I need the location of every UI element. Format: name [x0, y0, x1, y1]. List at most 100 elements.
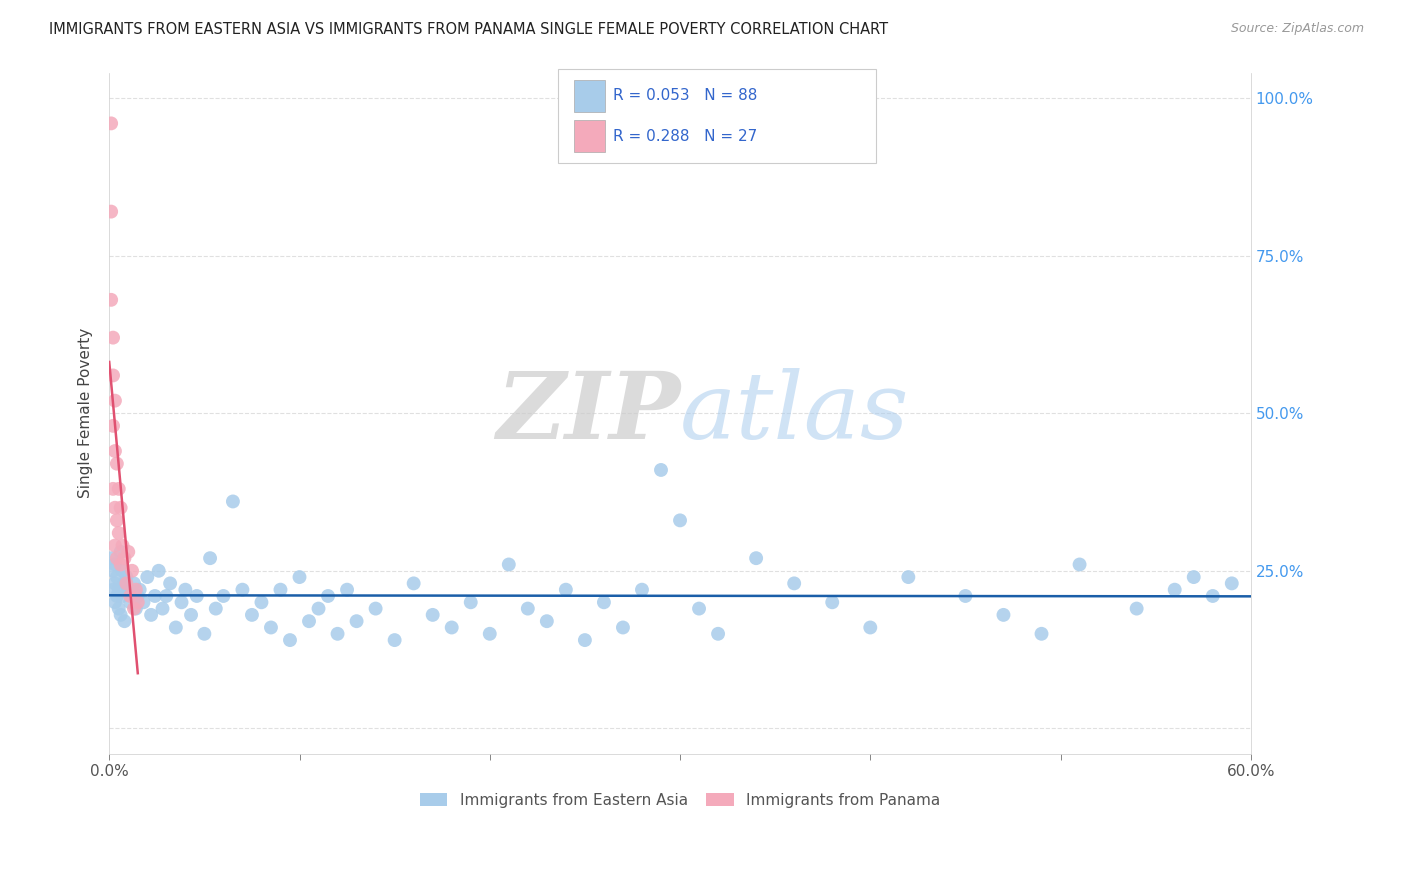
Point	[707, 627, 730, 641]
Point	[440, 620, 463, 634]
Point	[111, 564, 134, 578]
Point	[384, 633, 406, 648]
Point	[402, 576, 425, 591]
Point	[260, 620, 283, 634]
Text: ZIP: ZIP	[496, 368, 681, 458]
Point	[316, 589, 339, 603]
Legend: Immigrants from Eastern Asia, Immigrants from Panama: Immigrants from Eastern Asia, Immigrants…	[413, 787, 946, 814]
Point	[114, 614, 136, 628]
Point	[346, 614, 368, 628]
Point	[170, 595, 193, 609]
Point	[859, 620, 882, 634]
Point	[121, 564, 143, 578]
Point	[1125, 601, 1147, 615]
Point	[143, 589, 166, 603]
Point	[536, 614, 558, 628]
Point	[105, 551, 128, 566]
Point	[122, 576, 145, 591]
Point	[110, 500, 132, 515]
Point	[104, 558, 127, 572]
Point	[100, 293, 122, 307]
Text: R = 0.288   N = 27: R = 0.288 N = 27	[613, 128, 758, 144]
Point	[631, 582, 654, 597]
Point	[1163, 582, 1185, 597]
Point	[1182, 570, 1205, 584]
Point	[117, 582, 139, 597]
Point	[269, 582, 291, 597]
Point	[821, 595, 844, 609]
Point	[127, 595, 149, 609]
Point	[1031, 627, 1053, 641]
Point	[136, 570, 159, 584]
Point	[955, 589, 977, 603]
Point	[148, 564, 170, 578]
Point	[240, 607, 263, 622]
Point	[460, 595, 482, 609]
Point	[669, 513, 692, 527]
Point	[308, 601, 330, 615]
Point	[250, 595, 273, 609]
Point	[120, 589, 142, 603]
Point	[101, 418, 124, 433]
Point	[100, 116, 122, 130]
Point	[204, 601, 226, 615]
Point	[478, 627, 501, 641]
Text: IMMIGRANTS FROM EASTERN ASIA VS IMMIGRANTS FROM PANAMA SINGLE FEMALE POVERTY COR: IMMIGRANTS FROM EASTERN ASIA VS IMMIGRAN…	[49, 22, 889, 37]
Point	[104, 539, 127, 553]
Point	[897, 570, 920, 584]
Point	[1202, 589, 1225, 603]
Point	[152, 601, 174, 615]
Point	[165, 620, 187, 634]
Point	[104, 576, 127, 591]
Point	[198, 551, 221, 566]
Point	[101, 582, 124, 597]
Point	[336, 582, 359, 597]
Point	[110, 558, 132, 572]
Point	[120, 595, 142, 609]
Point	[326, 627, 349, 641]
Point	[278, 633, 301, 648]
Text: atlas: atlas	[681, 368, 910, 458]
Point	[117, 545, 139, 559]
Point	[107, 482, 129, 496]
Point	[114, 576, 136, 591]
Point	[612, 620, 634, 634]
Point	[114, 551, 136, 566]
Point	[127, 589, 149, 603]
Point	[111, 589, 134, 603]
Point	[993, 607, 1015, 622]
Point	[650, 463, 672, 477]
Point	[554, 582, 576, 597]
Point	[104, 595, 127, 609]
Point	[498, 558, 520, 572]
Point	[688, 601, 710, 615]
Point	[101, 564, 124, 578]
Point	[222, 494, 245, 508]
Point	[783, 576, 806, 591]
Point	[516, 601, 538, 615]
Point	[121, 589, 143, 603]
Point	[186, 589, 208, 603]
Point	[107, 601, 129, 615]
Point	[288, 570, 311, 584]
Point	[364, 601, 387, 615]
Point	[155, 589, 177, 603]
Point	[139, 607, 162, 622]
Point	[574, 633, 596, 648]
Point	[593, 595, 616, 609]
Point	[101, 368, 124, 383]
Point	[100, 551, 122, 566]
Y-axis label: Single Female Poverty: Single Female Poverty	[79, 328, 93, 499]
Point	[101, 482, 124, 496]
Point	[122, 601, 145, 615]
Point	[128, 582, 150, 597]
Point	[105, 589, 128, 603]
Point	[745, 551, 768, 566]
Point	[105, 457, 128, 471]
Point	[110, 545, 132, 559]
Text: R = 0.053   N = 88: R = 0.053 N = 88	[613, 88, 758, 103]
Point	[101, 331, 124, 345]
Point	[125, 582, 148, 597]
Point	[115, 576, 138, 591]
Point	[1220, 576, 1243, 591]
